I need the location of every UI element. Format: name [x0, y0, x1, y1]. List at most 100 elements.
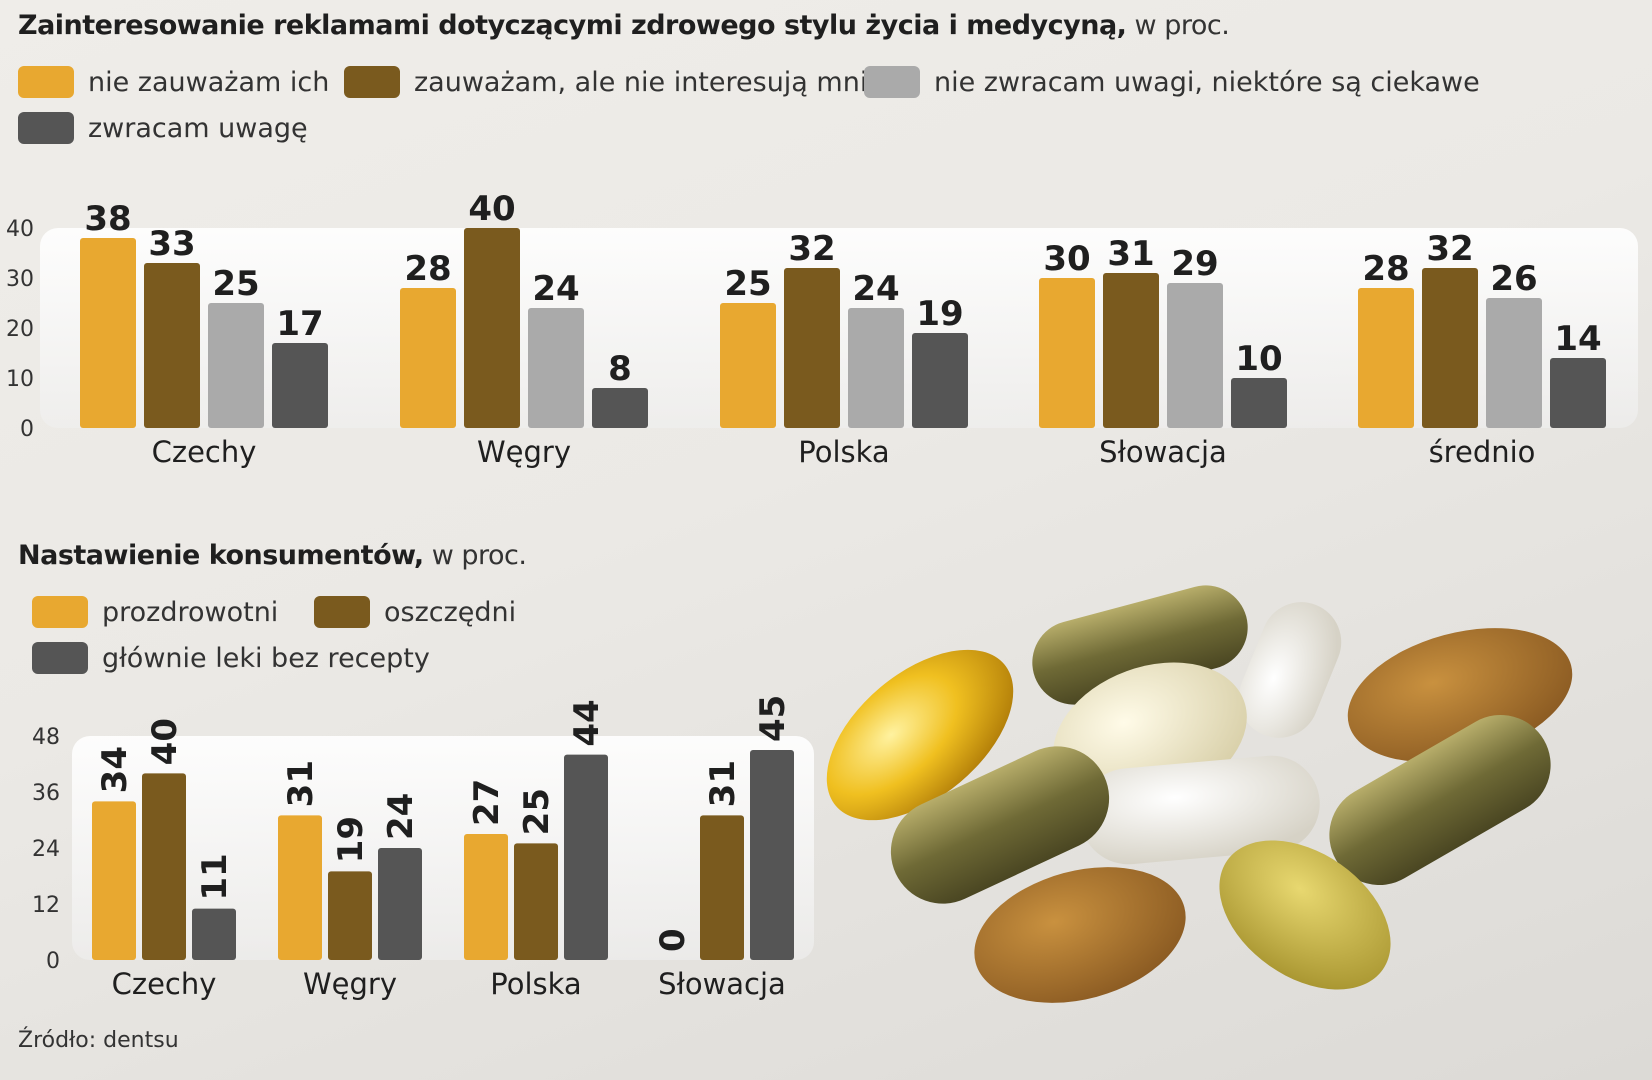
bar-Słowacja-2: [1103, 273, 1159, 428]
data-label: 45: [753, 695, 793, 742]
data-label: 31: [703, 760, 743, 807]
category-label: Słowacja: [1099, 435, 1227, 469]
green-capsule-left: [890, 746, 1110, 904]
data-label: 17: [276, 304, 323, 344]
bar-Polska-2: [514, 843, 558, 960]
category-label: Polska: [490, 967, 581, 1001]
data-label: 32: [788, 229, 835, 269]
data-label: 40: [468, 189, 515, 229]
data-label: 26: [1490, 259, 1537, 299]
bar-Polska-3: [564, 754, 608, 960]
swatch-1: [32, 596, 88, 628]
bar-Węgry-3: [528, 308, 584, 428]
category-label: Polska: [798, 435, 889, 469]
y-tick-label: 40: [6, 217, 34, 242]
bar-Słowacja-4: [1231, 378, 1287, 428]
category-label: Węgry: [303, 967, 397, 1001]
bar-Węgry-2: [464, 228, 520, 428]
bar-Węgry-4: [592, 388, 648, 428]
data-label: 25: [212, 264, 259, 304]
chart2-title: Nastawienie konsumentów, w proc.: [18, 540, 527, 571]
legend-label: głównie leki bez recepty: [102, 642, 430, 674]
chart2-legend-item-2: oszczędni: [314, 596, 516, 628]
bar-Czechy-3: [208, 303, 264, 428]
chart1-title: Zainteresowanie reklamami dotyczącymi zd…: [18, 10, 1230, 41]
bar-Czechy-4: [272, 343, 328, 428]
pills-illustration: [826, 585, 1573, 1003]
brown-tablet-bottom: [974, 867, 1186, 1003]
data-label: 31: [1107, 234, 1154, 274]
data-label: 33: [148, 224, 195, 264]
data-label: 32: [1426, 229, 1473, 269]
category-label: Czechy: [112, 967, 217, 1001]
bar-Węgry-1: [400, 288, 456, 428]
swatch-3: [864, 66, 920, 98]
bar-Węgry-1: [278, 815, 322, 960]
bar-Polska-1: [464, 834, 508, 960]
data-label: 31: [281, 760, 321, 807]
y-tick-label: 10: [6, 367, 34, 392]
legend-label: zauważam, ale nie interesują mnie: [414, 66, 884, 98]
data-label: 0: [653, 928, 693, 952]
data-label: 25: [517, 788, 557, 835]
data-label: 38: [84, 199, 131, 239]
chart1-legend-item-3: nie zwracam uwagi, niektóre są ciekawe: [864, 66, 1480, 98]
y-tick-label: 0: [46, 949, 60, 974]
chart1-legend-item-2: zauważam, ale nie interesują mnie: [344, 66, 884, 98]
swatch-2: [314, 596, 370, 628]
data-label: 11: [195, 853, 235, 900]
chart1-legend-item-1: nie zauważam ich: [18, 66, 329, 98]
y-tick-label: 48: [32, 725, 60, 750]
y-tick-label: 12: [32, 893, 60, 918]
data-label: 24: [852, 269, 899, 309]
data-label: 24: [381, 793, 421, 840]
bar-Czechy-1: [92, 801, 136, 960]
y-tick-label: 36: [32, 781, 60, 806]
data-label: 30: [1043, 239, 1090, 279]
bar-Polska-3: [848, 308, 904, 428]
bar-Słowacja-2: [700, 815, 744, 960]
data-label: 34: [95, 746, 135, 793]
legend-label: zwracam uwagę: [88, 112, 308, 144]
bar-Słowacja-3: [750, 750, 794, 960]
category-label: średnio: [1429, 435, 1536, 469]
bar-średnio-2: [1422, 268, 1478, 428]
data-label: 27: [467, 779, 507, 826]
chart1-title-unit: w proc.: [1134, 10, 1230, 41]
swatch-3: [32, 642, 88, 674]
data-label: 24: [532, 269, 579, 309]
data-label: 14: [1554, 319, 1601, 359]
olive-tablet-bottom: [1219, 840, 1391, 990]
data-label: 28: [1362, 249, 1409, 289]
chart1-legend-item-4: zwracam uwagę: [18, 112, 308, 144]
legend-label: prozdrowotni: [102, 596, 279, 628]
data-label: 44: [567, 699, 607, 746]
bar-Czechy-2: [144, 263, 200, 428]
y-tick-label: 20: [6, 317, 34, 342]
chart2-legend-item-3: głównie leki bez recepty: [32, 642, 430, 674]
bar-Słowacja-1: [1039, 278, 1095, 428]
softgel-capsule: [826, 649, 1014, 821]
legend-label: nie zwracam uwagi, niektóre są ciekawe: [934, 66, 1480, 98]
swatch-2: [344, 66, 400, 98]
y-tick-label: 24: [32, 837, 60, 862]
swatch-1: [18, 66, 74, 98]
data-label: 19: [331, 816, 371, 863]
bar-Czechy-1: [80, 238, 136, 428]
category-label: Węgry: [477, 435, 571, 469]
bar-Polska-1: [720, 303, 776, 428]
chart2-title-main: Nastawienie konsumentów,: [18, 540, 424, 571]
chart1-title-main: Zainteresowanie reklamami dotyczącymi zd…: [18, 10, 1127, 41]
white-capsule-right: [1238, 602, 1342, 738]
source-note: Źródło: dentsu: [18, 1028, 179, 1053]
y-tick-label: 0: [20, 417, 34, 442]
bar-Węgry-2: [328, 871, 372, 960]
legend-label: oszczędni: [384, 596, 517, 628]
data-label: 28: [404, 249, 451, 289]
bar-Słowacja-3: [1167, 283, 1223, 428]
bar-średnio-1: [1358, 288, 1414, 428]
data-label: 19: [916, 294, 963, 334]
data-label: 25: [724, 264, 771, 304]
